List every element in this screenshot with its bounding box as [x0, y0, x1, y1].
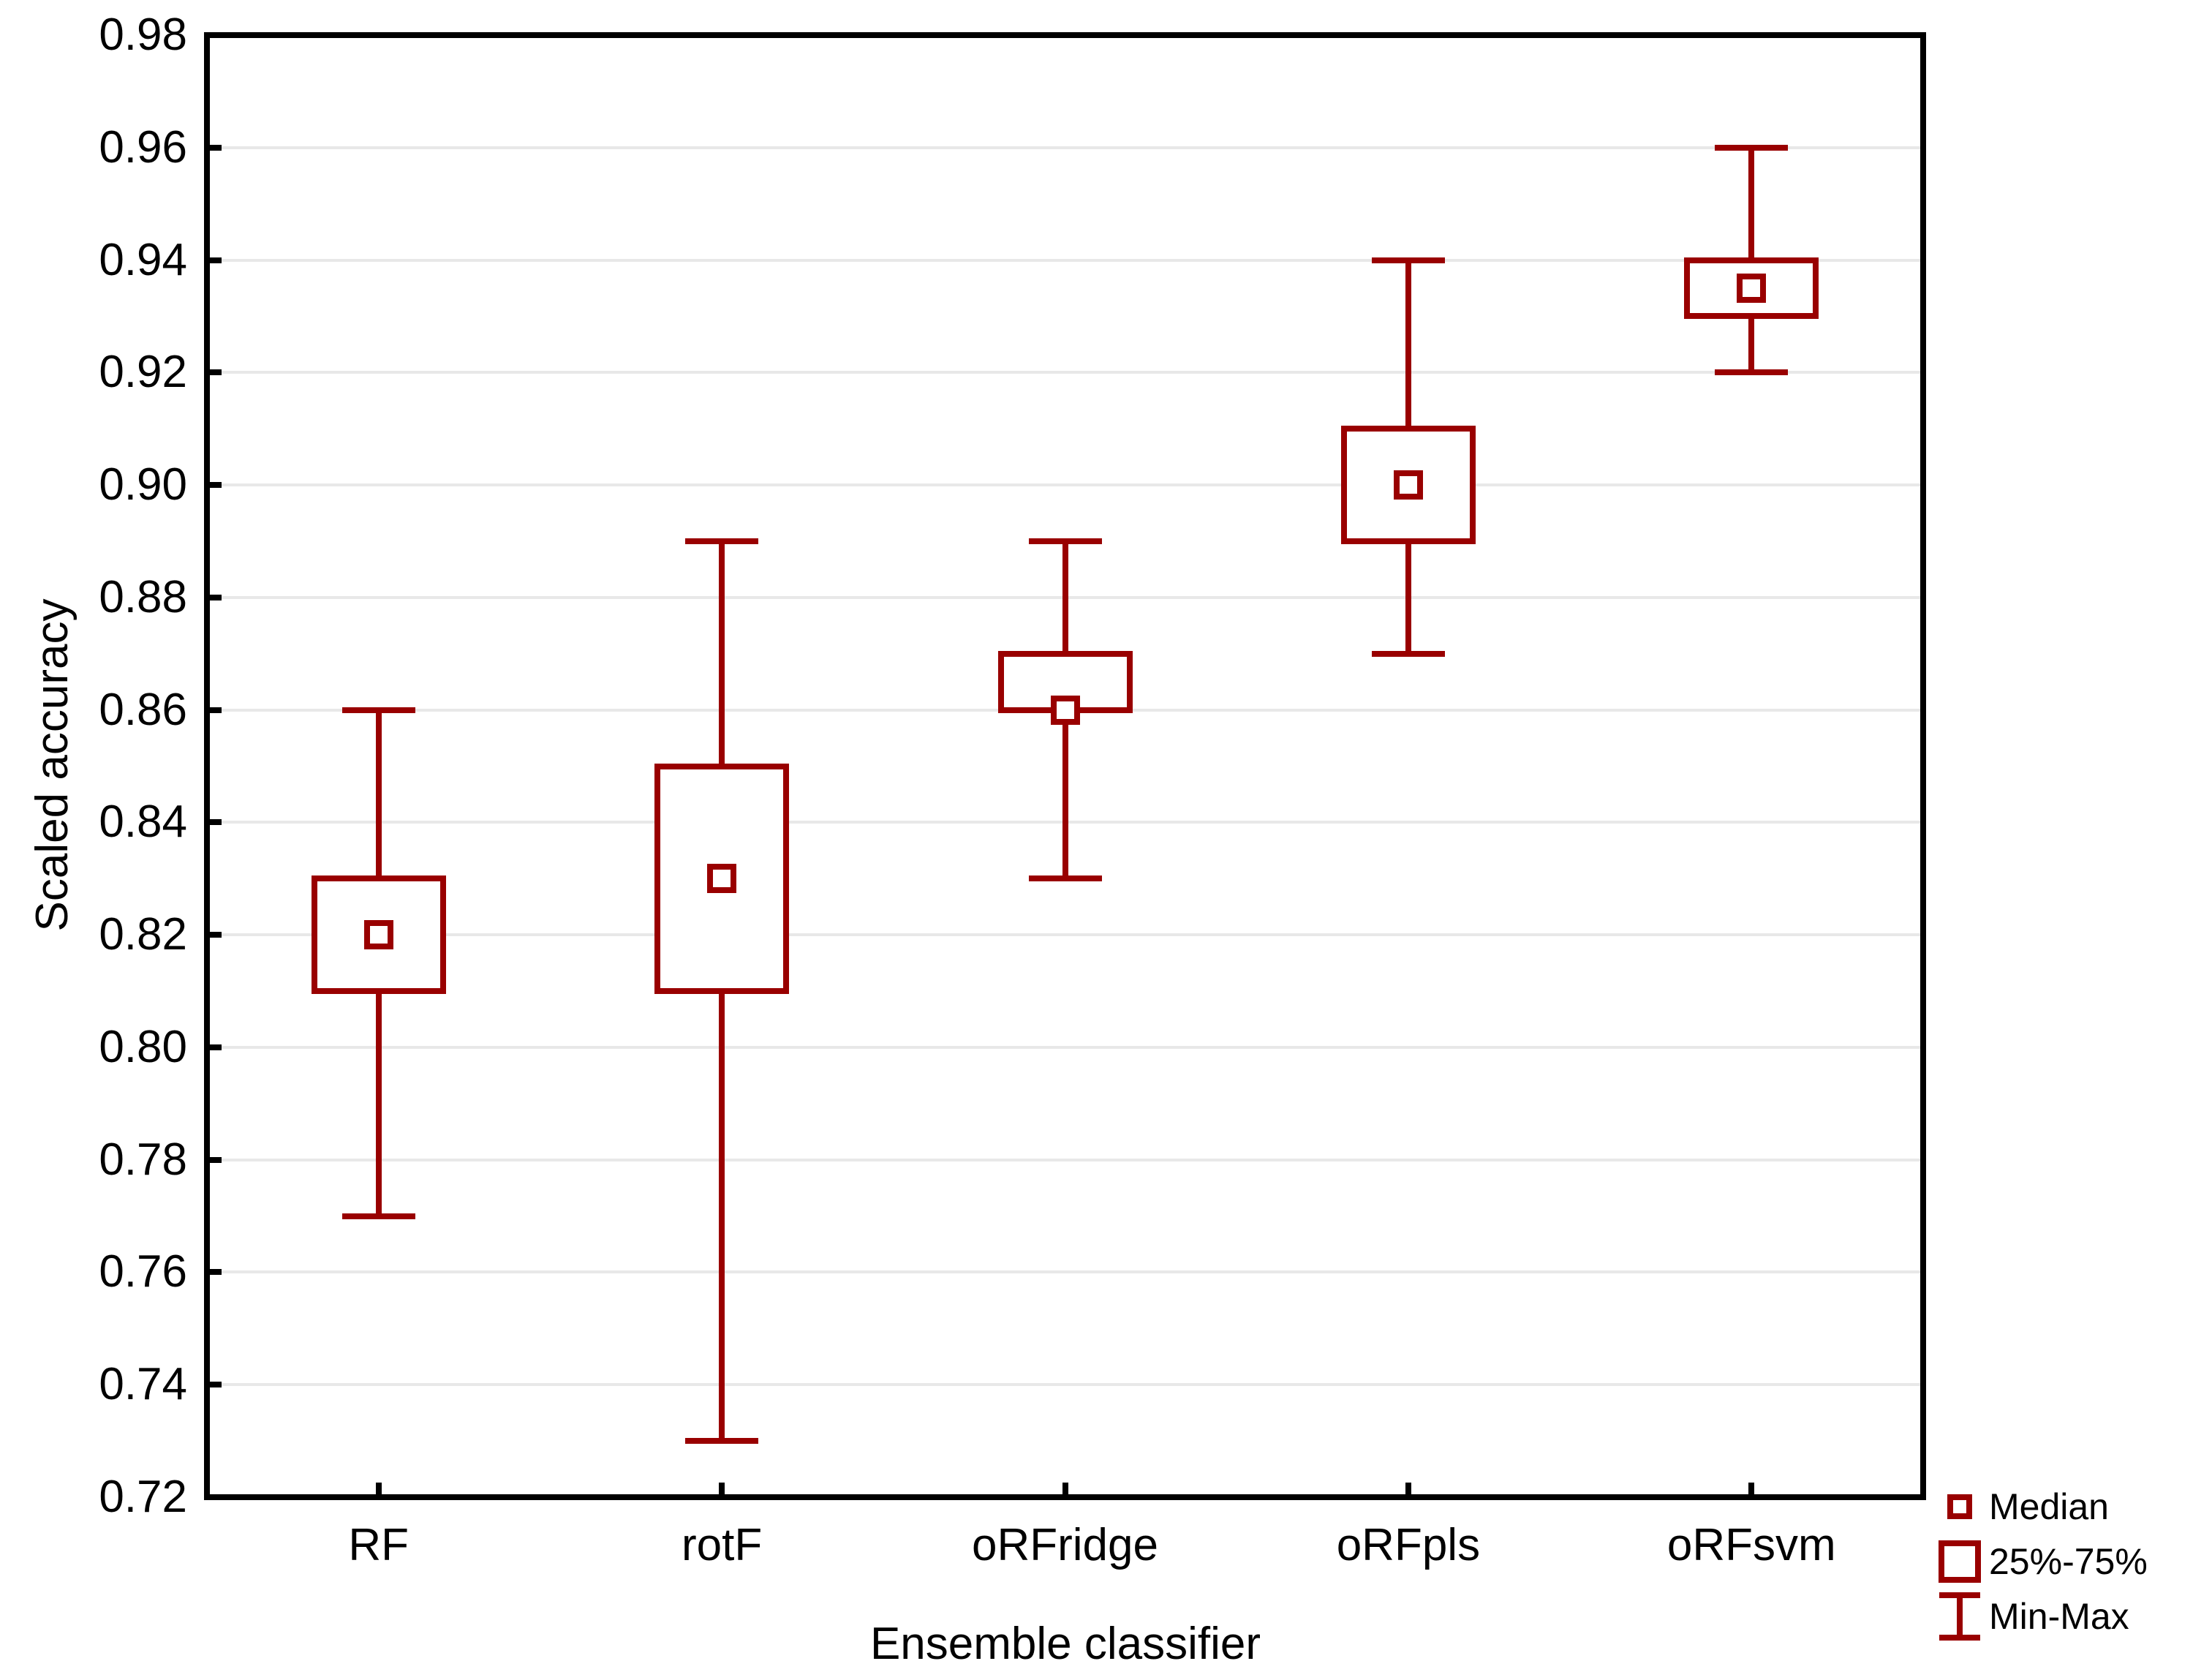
y-tick-0.80 [210, 1044, 222, 1050]
x-axis-title: Ensemble classifier [869, 1619, 1261, 1669]
whisker-lower-oRFsvm [1748, 316, 1755, 373]
y-tick-0.78 [210, 1156, 222, 1163]
x-tick-label-rotF: rotF [681, 1520, 763, 1570]
legend-item-iqr: 25%-75% [1930, 1534, 2208, 1589]
whisker-upper-oRFpls [1405, 260, 1411, 429]
legend: Median 25%-75% Min-Max [1930, 1479, 2208, 1643]
median-marker-oRFsvm [1737, 273, 1767, 303]
whisker-cap-max-oRFpls [1371, 257, 1445, 263]
y-tick-label-0.88: 0.88 [99, 571, 187, 622]
y-tick-label-0.90: 0.90 [99, 459, 187, 511]
y-tick-0.82 [210, 932, 222, 938]
y-tick-label-0.72: 0.72 [99, 1472, 187, 1522]
whisker-upper-oRFridge [1062, 541, 1068, 654]
y-tick-label-0.76: 0.76 [99, 1246, 187, 1298]
x-tick-label-oRFridge: oRFridge [972, 1520, 1158, 1570]
y-tick-0.98 [210, 32, 222, 38]
gridline-0.92 [210, 371, 1920, 374]
y-tick-0.76 [210, 1269, 222, 1276]
y-tick-label-0.94: 0.94 [99, 234, 187, 285]
gridline-0.90 [210, 483, 1920, 487]
x-tick-label-oRFpls: oRFpls [1336, 1520, 1481, 1570]
x-tick-oRFsvm [1748, 1483, 1755, 1494]
whisker-cap-min-RF [341, 1213, 415, 1219]
median-marker-RF [363, 920, 393, 950]
x-tick-oRFpls [1405, 1483, 1411, 1494]
gridline-0.94 [210, 258, 1920, 262]
y-tick-label-0.96: 0.96 [99, 121, 187, 173]
y-tick-label-0.92: 0.92 [99, 347, 187, 398]
whisker-lower-rotF [719, 991, 725, 1442]
whisker-upper-rotF [719, 541, 725, 767]
y-tick-0.86 [210, 707, 222, 713]
iqr-box-icon [1939, 1540, 1981, 1583]
y-tick-0.96 [210, 144, 222, 151]
legend-item-minmax: Min-Max [1930, 1589, 2208, 1643]
gridline-0.96 [210, 146, 1920, 149]
whisker-lower-oRFpls [1405, 541, 1411, 654]
whisker-lower-RF [375, 991, 382, 1216]
median-marker-oRFpls [1393, 470, 1423, 500]
x-tick-label-oRFsvm: oRFsvm [1666, 1520, 1836, 1570]
iqr-box-rotF [654, 763, 790, 995]
gridline-0.74 [210, 1383, 1920, 1387]
y-tick-0.72 [210, 1494, 222, 1500]
whisker-upper-oRFsvm [1748, 147, 1755, 260]
whisker-upper-RF [375, 709, 382, 879]
y-tick-0.92 [210, 369, 222, 376]
gridline-0.78 [210, 1158, 1920, 1161]
y-tick-label-0.98: 0.98 [99, 10, 187, 60]
y-axis-title: Scaled accuracy [27, 598, 78, 932]
whisker-cap-max-RF [341, 707, 415, 713]
whisker-cap-min-oRFpls [1371, 650, 1445, 657]
y-tick-0.90 [210, 482, 222, 489]
gridline-0.82 [210, 933, 1920, 937]
gridline-0.80 [210, 1045, 1920, 1049]
y-tick-label-0.78: 0.78 [99, 1134, 187, 1185]
y-tick-label-0.82: 0.82 [99, 909, 187, 960]
plot-frame [204, 32, 1926, 1500]
legend-item-median: Median [1930, 1479, 2208, 1534]
x-tick-rotF [719, 1483, 725, 1494]
whisker-cap-min-rotF [685, 1438, 759, 1445]
whisker-cap-min-oRFridge [1028, 875, 1102, 882]
y-tick-0.74 [210, 1382, 222, 1388]
whisker-cap-max-oRFsvm [1715, 144, 1789, 151]
y-tick-label-0.74: 0.74 [99, 1359, 187, 1410]
y-tick-0.84 [210, 819, 222, 826]
iqr-box-oRFsvm [1684, 257, 1819, 320]
y-tick-label-0.84: 0.84 [99, 797, 187, 848]
x-tick-oRFridge [1062, 1483, 1068, 1494]
median-square-icon [1947, 1494, 1972, 1519]
y-tick-0.88 [210, 594, 222, 600]
whisker-cap-min-oRFsvm [1715, 369, 1789, 376]
min-max-whisker-icon [1939, 1592, 1980, 1641]
whisker-cap-max-oRFridge [1028, 538, 1102, 544]
legend-label-minmax: Min-Max [1989, 1595, 2129, 1637]
whisker-cap-max-rotF [685, 538, 759, 544]
y-tick-0.94 [210, 257, 222, 263]
median-marker-oRFridge [1050, 695, 1080, 725]
median-marker-rotF [707, 864, 737, 894]
legend-label-iqr: 25%-75% [1989, 1540, 2148, 1582]
whisker-lower-oRFridge [1062, 709, 1068, 879]
legend-label-median: Median [1989, 1485, 2109, 1527]
gridline-0.76 [210, 1270, 1920, 1274]
x-tick-RF [375, 1483, 382, 1494]
y-tick-label-0.80: 0.80 [99, 1021, 187, 1072]
x-tick-label-RF: RF [348, 1520, 409, 1570]
y-tick-label-0.86: 0.86 [99, 684, 187, 735]
